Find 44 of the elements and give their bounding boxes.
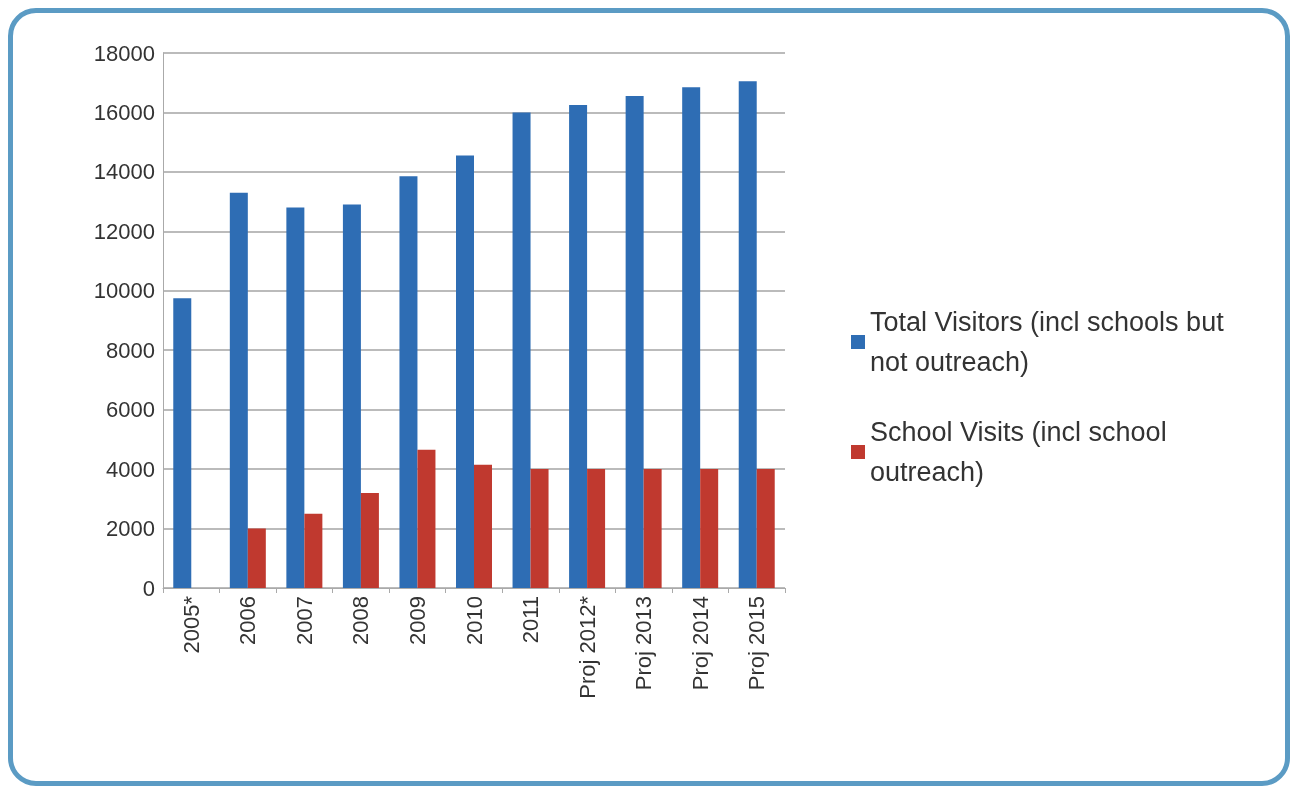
legend-label: School Visits (incl school outreach): [870, 417, 1175, 487]
bar: [682, 87, 701, 588]
x-tick-label: 2006: [235, 596, 261, 645]
x-tick-label: 2009: [404, 596, 430, 645]
bar: [399, 176, 418, 588]
y-tick-label: 0: [142, 575, 155, 601]
bar: [700, 469, 719, 588]
legend-label: Total Visitors (incl schools but not outreach): [870, 307, 1232, 377]
bar: [229, 192, 248, 588]
x-tick-label: 2005*: [178, 595, 204, 654]
bar: [569, 105, 588, 588]
y-tick-label: 16000: [93, 99, 155, 125]
bar: [530, 469, 549, 588]
bar: [474, 464, 492, 588]
bar: [587, 469, 606, 588]
y-tick-label: 8000: [106, 337, 155, 363]
x-tick-label: 2008: [348, 596, 374, 645]
bar: [173, 298, 192, 588]
y-tick-label: 18000: [93, 40, 155, 66]
x-tick-label: Proj 2014: [687, 596, 713, 691]
y-tick-label: 12000: [93, 218, 155, 244]
bar: [417, 449, 436, 588]
x-tick-label: Proj 2012*: [574, 595, 600, 699]
bar: [738, 81, 757, 588]
y-tick-label: 6000: [106, 397, 155, 423]
bar: [756, 469, 775, 588]
bar: [360, 492, 379, 588]
bar: [643, 469, 662, 588]
x-tick-label: 2010: [461, 596, 487, 645]
x-tick-label: Proj 2013: [631, 596, 657, 691]
bar: [247, 528, 266, 588]
y-tick-label: 2000: [106, 516, 155, 542]
y-tick-label: 10000: [93, 278, 155, 304]
bar: [512, 112, 531, 588]
x-tick-label: 2011: [518, 596, 544, 644]
bar: [286, 207, 305, 588]
y-tick-label: 4000: [106, 456, 155, 482]
x-tick-label: 2007: [291, 596, 317, 645]
bar: [456, 155, 474, 588]
bar: [304, 513, 323, 588]
y-tick-label: 14000: [93, 159, 155, 185]
x-tick-label: Proj 2015: [744, 596, 770, 691]
bar: [342, 204, 361, 588]
bar: [625, 96, 644, 588]
